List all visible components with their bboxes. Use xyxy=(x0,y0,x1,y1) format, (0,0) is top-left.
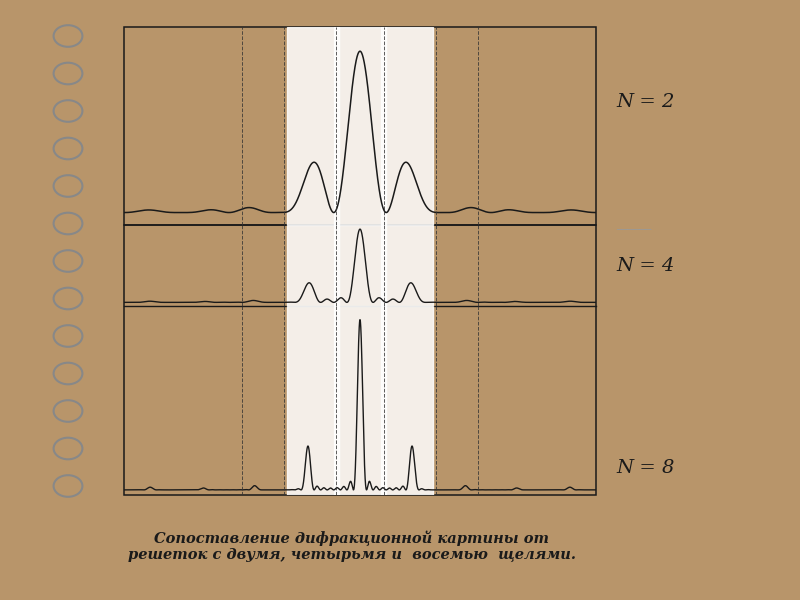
Text: N = 2: N = 2 xyxy=(616,93,674,111)
Text: N = 8: N = 8 xyxy=(616,459,674,477)
Text: N = 4: N = 4 xyxy=(616,257,674,275)
Bar xyxy=(287,27,338,226)
Bar xyxy=(382,226,433,306)
Bar xyxy=(124,27,596,226)
Bar xyxy=(382,27,433,226)
Text: Сопоставление дифракционной картины от
решеток с двумя, четырьмя и  восемью  щел: Сопоставление дифракционной картины от р… xyxy=(128,530,576,562)
Bar xyxy=(287,226,338,306)
Bar xyxy=(334,226,386,306)
Bar xyxy=(124,226,596,495)
Point xyxy=(119,302,129,310)
Text: ──────: ────── xyxy=(616,225,651,235)
Bar xyxy=(382,306,433,495)
Bar xyxy=(334,306,386,495)
Point xyxy=(591,302,601,310)
Bar xyxy=(287,306,338,495)
Bar xyxy=(334,27,386,226)
